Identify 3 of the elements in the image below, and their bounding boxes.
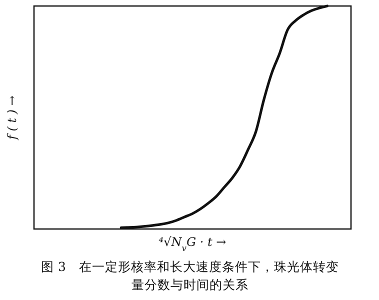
text: 图 3 在一定形核率和长大速度条件下，珠光体转变量分数与时间的关系 [40,258,340,294]
x-axis-title: ⁴√N$_{v}$G · t → [158,235,226,253]
y-axis-title: f ( t ) → [5,96,19,140]
